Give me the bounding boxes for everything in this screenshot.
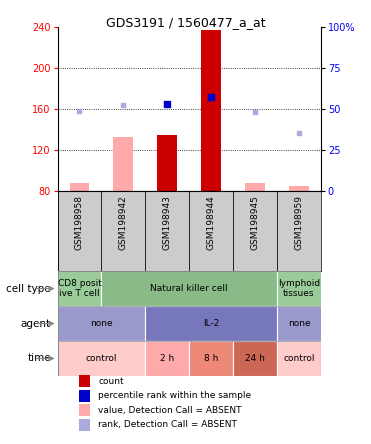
- Text: control: control: [86, 354, 117, 363]
- Text: 24 h: 24 h: [245, 354, 265, 363]
- Text: 2 h: 2 h: [160, 354, 174, 363]
- Bar: [58, 271, 101, 306]
- Bar: [189, 341, 233, 376]
- Bar: [233, 191, 277, 271]
- Bar: [245, 183, 265, 191]
- Bar: [70, 183, 89, 191]
- Bar: [277, 271, 321, 306]
- Bar: [145, 341, 189, 376]
- Text: rank, Detection Call = ABSENT: rank, Detection Call = ABSENT: [98, 420, 237, 429]
- Text: value, Detection Call = ABSENT: value, Detection Call = ABSENT: [98, 406, 242, 415]
- Bar: [58, 341, 145, 376]
- Bar: [101, 191, 145, 271]
- Text: IL-2: IL-2: [203, 319, 219, 328]
- Bar: [79, 404, 91, 416]
- Bar: [277, 191, 321, 271]
- Bar: [277, 306, 321, 341]
- Text: time: time: [27, 353, 51, 364]
- Text: control: control: [283, 354, 315, 363]
- Text: none: none: [288, 319, 310, 328]
- Bar: [58, 191, 101, 271]
- Bar: [79, 390, 91, 402]
- Bar: [277, 341, 321, 376]
- Bar: [79, 375, 91, 387]
- Bar: [157, 135, 177, 191]
- Text: none: none: [90, 319, 113, 328]
- Bar: [114, 137, 133, 191]
- Text: GSM198942: GSM198942: [119, 195, 128, 250]
- Text: GSM198959: GSM198959: [295, 195, 303, 250]
- Bar: [189, 191, 233, 271]
- Bar: [201, 30, 221, 191]
- Text: cell type: cell type: [6, 284, 51, 293]
- Bar: [233, 341, 277, 376]
- Text: CD8 posit
ive T cell: CD8 posit ive T cell: [58, 279, 101, 298]
- Point: [252, 108, 258, 115]
- Text: GSM198944: GSM198944: [207, 195, 216, 250]
- Text: GDS3191 / 1560477_a_at: GDS3191 / 1560477_a_at: [106, 16, 265, 28]
- Bar: [289, 186, 309, 191]
- Point: [164, 100, 170, 107]
- Bar: [101, 271, 277, 306]
- Text: GSM198943: GSM198943: [163, 195, 172, 250]
- Bar: [58, 306, 145, 341]
- Bar: [145, 306, 277, 341]
- Text: percentile rank within the sample: percentile rank within the sample: [98, 391, 252, 400]
- Text: agent: agent: [21, 318, 51, 329]
- Text: GSM198945: GSM198945: [250, 195, 260, 250]
- Text: 8 h: 8 h: [204, 354, 219, 363]
- Text: GSM198958: GSM198958: [75, 195, 84, 250]
- Point: [296, 129, 302, 136]
- Bar: [79, 419, 91, 431]
- Point: [121, 101, 127, 108]
- Point: [208, 93, 214, 100]
- Text: count: count: [98, 377, 124, 386]
- Text: Natural killer cell: Natural killer cell: [150, 284, 228, 293]
- Text: lymphoid
tissues: lymphoid tissues: [278, 279, 320, 298]
- Point: [76, 107, 82, 115]
- Bar: [145, 191, 189, 271]
